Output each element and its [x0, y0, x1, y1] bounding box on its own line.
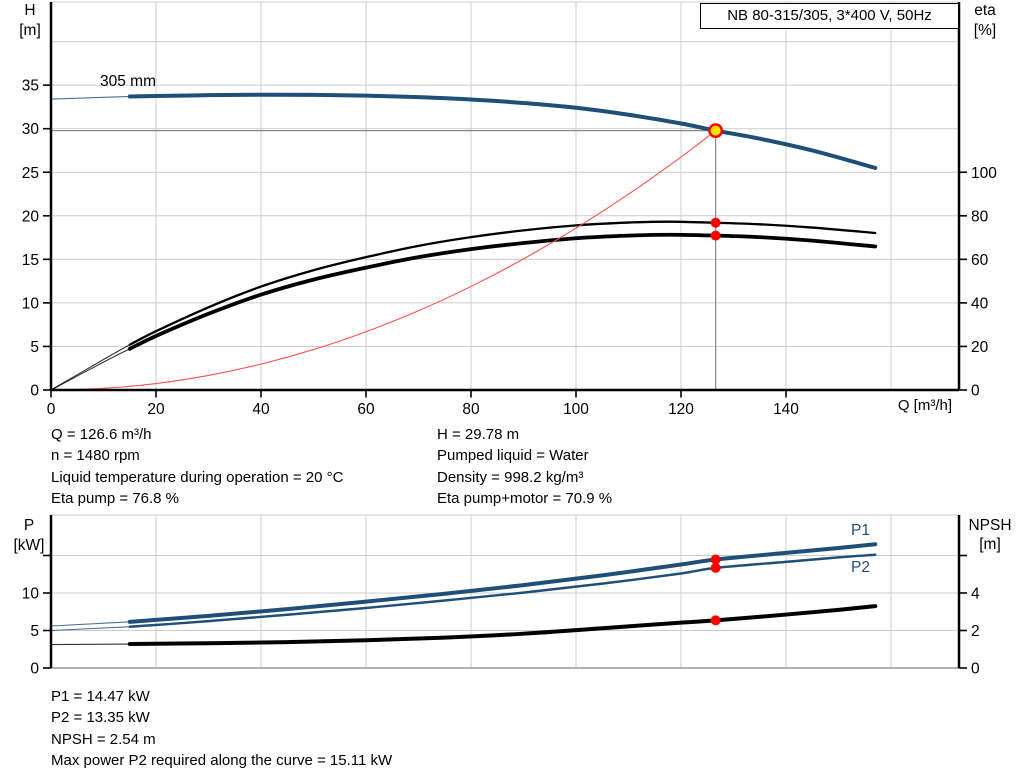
svg-text:0: 0: [971, 383, 980, 400]
svg-text:80: 80: [971, 208, 989, 225]
info-line-eta-total: Eta pump+motor = 70.9 %: [437, 490, 613, 508]
curve-value-marker: [710, 554, 721, 565]
svg-text:4: 4: [971, 586, 980, 603]
svg-text:5: 5: [30, 623, 39, 640]
svg-text:35: 35: [22, 78, 39, 95]
info-line-eta-pump: Eta pump = 76.8 %: [51, 490, 179, 508]
svg-text:60: 60: [357, 401, 375, 418]
svg-text:40: 40: [252, 401, 270, 418]
curve-value-marker: [710, 217, 721, 228]
info-line-h: H = 29.78 m: [437, 426, 520, 443]
h-axis-label: H [m]: [8, 1, 52, 41]
duty-info-right: H = 29.78 m Pumped liquid = Water Densit…: [437, 424, 612, 510]
svg-text:0: 0: [30, 661, 39, 678]
svg-text:20: 20: [147, 401, 165, 418]
npsh-axis-name: NPSH: [968, 517, 1012, 534]
eta-axis-name: eta: [974, 2, 996, 19]
info-line-maxp2: Max power P2 required along the curve = …: [51, 752, 393, 770]
svg-text:10: 10: [22, 586, 40, 603]
svg-text:10: 10: [22, 295, 40, 312]
svg-text:0: 0: [971, 661, 980, 678]
p-axis-label: P [kW]: [6, 516, 52, 556]
power-info-block: P1 = 14.47 kW P2 = 13.35 kW NPSH = 2.54 …: [51, 686, 392, 772]
info-line-liquid: Pumped liquid = Water: [437, 447, 589, 465]
eta-axis-label: eta [%]: [962, 1, 1008, 41]
info-line-q: Q = 126.6 m³/h: [51, 426, 152, 443]
svg-text:0: 0: [30, 383, 39, 400]
p-axis-unit: [kW]: [13, 537, 45, 554]
q-axis-label: Q [m³/h]: [897, 397, 952, 414]
svg-text:100: 100: [971, 165, 997, 182]
svg-text:0: 0: [47, 401, 56, 418]
npsh-axis-label: NPSH [m]: [958, 516, 1022, 554]
eta-axis-unit: [%]: [973, 22, 997, 39]
npsh-axis-unit: [m]: [979, 536, 1001, 553]
p2-curve-label: P2: [851, 559, 870, 576]
curve-value-marker: [710, 615, 721, 626]
svg-text:20: 20: [22, 208, 40, 225]
svg-text:100: 100: [563, 401, 589, 418]
h-axis-name: H: [24, 2, 36, 19]
svg-text:60: 60: [971, 252, 989, 269]
pump-model-title: NB 80-315/305, 3*400 V, 50Hz: [700, 3, 959, 29]
info-line-npsh: NPSH = 2.54 m: [51, 730, 156, 748]
p-axis-name: P: [23, 517, 35, 534]
info-line-density: Density = 998.2 kg/m³: [437, 468, 584, 486]
info-line-temp: Liquid temperature during operation = 20…: [51, 468, 344, 486]
svg-text:80: 80: [462, 401, 480, 418]
impeller-diameter-label: 305 mm: [100, 73, 156, 90]
h-axis-unit: [m]: [19, 22, 41, 39]
curve-value-marker: [710, 230, 721, 241]
duty-info-left: Q = 126.6 m³/h n = 1480 rpm Liquid tempe…: [51, 424, 343, 510]
svg-text:5: 5: [30, 339, 39, 356]
svg-text:40: 40: [971, 295, 989, 312]
svg-text:120: 120: [668, 401, 694, 418]
svg-text:140: 140: [773, 401, 799, 418]
info-line-n: n = 1480 rpm: [51, 447, 140, 465]
p1-curve-label: P1: [851, 522, 870, 539]
svg-text:15: 15: [22, 252, 39, 269]
hq-eta-chart: 0 5 10 15 20 25 30 35 0 20 40 60 80 100 0 20 40 60 80 100 12…: [22, 1, 997, 418]
svg-text:20: 20: [971, 339, 989, 356]
svg-text:25: 25: [22, 165, 39, 182]
curve-value-marker: [710, 562, 721, 573]
svg-text:2: 2: [971, 623, 980, 640]
info-line-p1: P1 = 14.47 kW: [51, 688, 150, 705]
duty-point-marker: [708, 123, 724, 139]
info-line-p2: P2 = 13.35 kW: [51, 709, 150, 727]
power-npsh-chart: 0 5 10 0 2 4: [22, 514, 980, 678]
svg-text:30: 30: [22, 121, 40, 138]
